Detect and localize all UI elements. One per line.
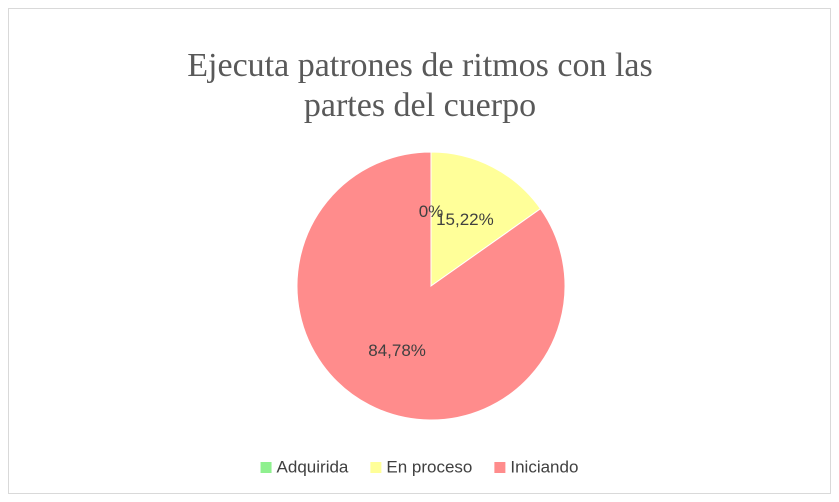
data-label: 0%	[419, 202, 444, 221]
data-label: 84,78%	[368, 341, 426, 360]
chart-title: Ejecuta patrones de ritmos con las parte…	[187, 47, 653, 124]
pie-slice	[296, 151, 566, 421]
legend-label: En proceso	[386, 457, 472, 476]
legend-swatch	[260, 462, 272, 473]
legend-swatch	[494, 462, 506, 473]
pie-slice	[430, 151, 542, 287]
data-label: 15,22%	[436, 210, 494, 229]
legend-label: Adquirida	[277, 457, 349, 476]
legend-swatch	[370, 462, 382, 473]
legend-label: Iniciando	[510, 457, 578, 476]
